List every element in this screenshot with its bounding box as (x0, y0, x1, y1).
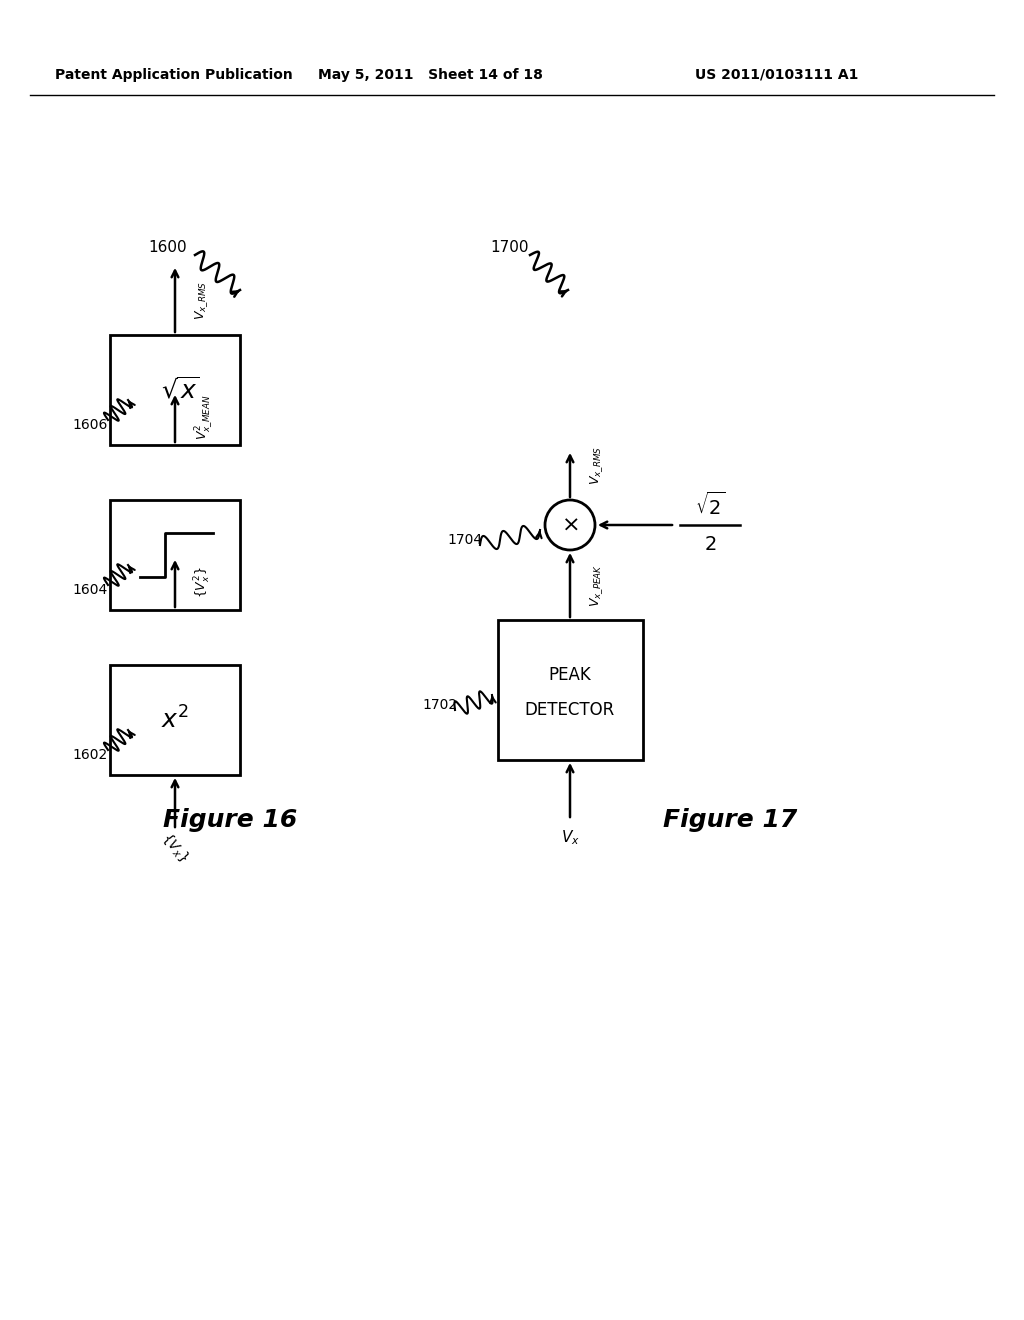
Text: 1700: 1700 (490, 240, 529, 256)
Text: $V_{x\_RMS}$: $V_{x\_RMS}$ (193, 280, 210, 319)
Bar (110, 500, 240, 610)
Text: $V_{x\_PEAK}$: $V_{x\_PEAK}$ (588, 564, 605, 607)
Text: $\sqrt{x}$: $\sqrt{x}$ (161, 376, 200, 404)
Text: 1702: 1702 (423, 698, 458, 711)
Text: Figure 17: Figure 17 (663, 808, 797, 832)
Text: 1600: 1600 (148, 240, 187, 256)
Text: $\sqrt{2}$: $\sqrt{2}$ (694, 491, 725, 519)
Text: 1704: 1704 (447, 533, 482, 546)
Text: 1602: 1602 (73, 748, 108, 762)
Bar (110, 665, 240, 775)
Text: DETECTOR: DETECTOR (525, 701, 615, 719)
Text: $\times$: $\times$ (561, 515, 579, 535)
Text: $\{V_x^2\}$: $\{V_x^2\}$ (193, 566, 213, 598)
Text: Patent Application Publication: Patent Application Publication (55, 69, 293, 82)
Text: PEAK: PEAK (549, 667, 592, 684)
Text: $2$: $2$ (703, 536, 716, 554)
Bar (498, 620, 642, 760)
Text: 1606: 1606 (73, 418, 108, 432)
Text: $x^2$: $x^2$ (161, 706, 189, 734)
Bar (110, 335, 240, 445)
Text: 1604: 1604 (73, 583, 108, 597)
Text: $V_{x\_RMS}$: $V_{x\_RMS}$ (588, 445, 605, 484)
Text: May 5, 2011   Sheet 14 of 18: May 5, 2011 Sheet 14 of 18 (317, 69, 543, 82)
Text: Figure 16: Figure 16 (163, 808, 297, 832)
Text: $V_x$: $V_x$ (560, 829, 580, 847)
Text: $V_{x\_MEAN}^2$: $V_{x\_MEAN}^2$ (193, 395, 215, 441)
Text: $\{V_x\}$: $\{V_x\}$ (158, 829, 193, 866)
Text: US 2011/0103111 A1: US 2011/0103111 A1 (695, 69, 858, 82)
